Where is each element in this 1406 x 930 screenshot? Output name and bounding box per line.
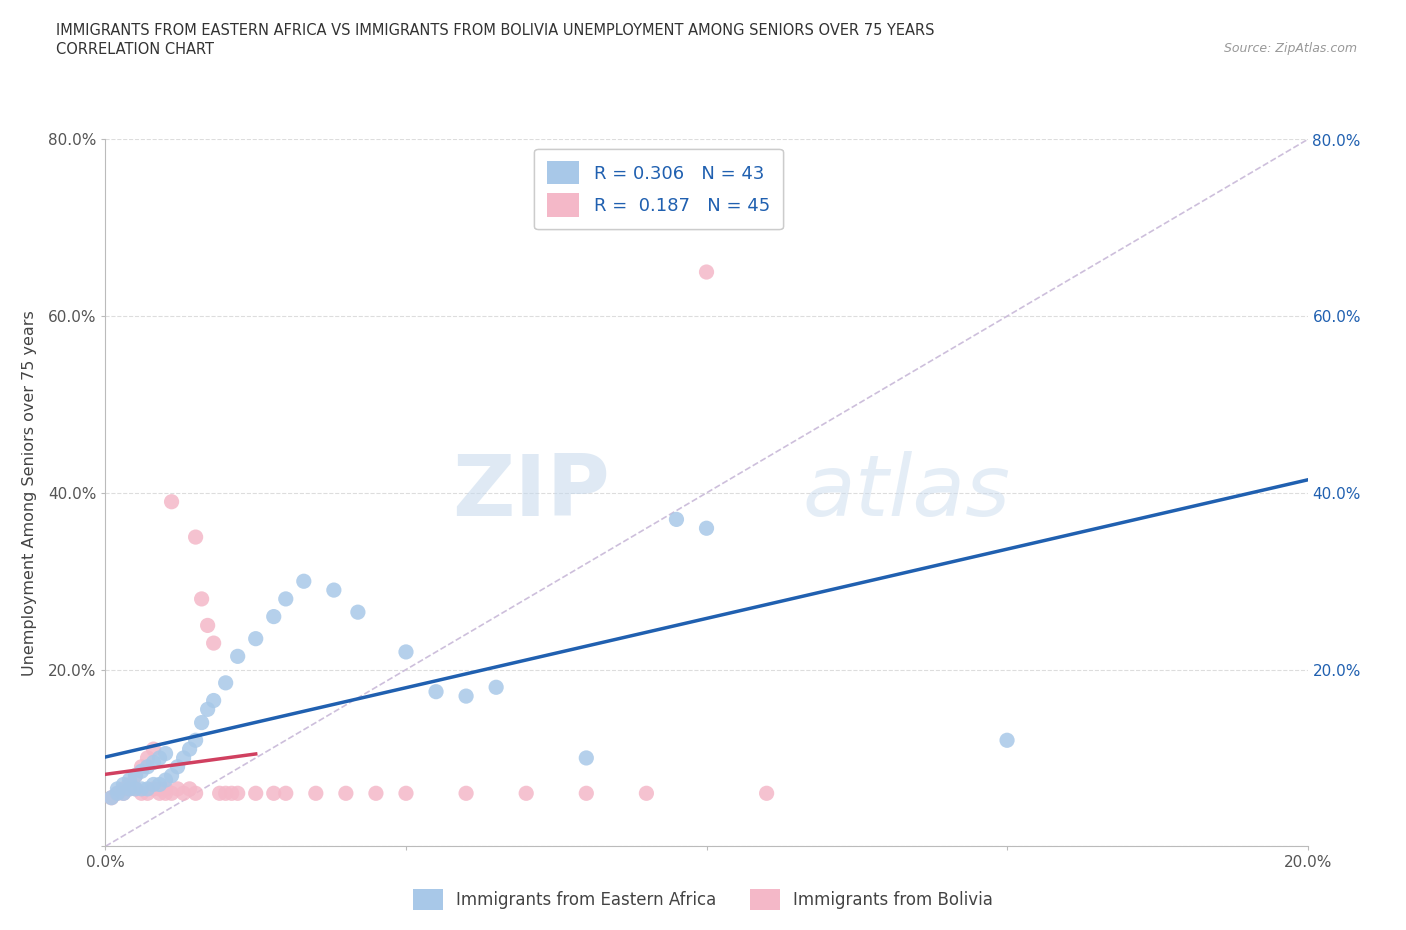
Point (347, 604, 370, 619)
Point (425, 684, 447, 699)
Point (112, 777, 135, 792)
Point (305, 786, 328, 801)
Point (454, 688, 477, 704)
Point (142, 781, 165, 796)
Point (131, 781, 153, 796)
Point (696, 521, 718, 536)
Point (214, 786, 236, 801)
Point (124, 781, 146, 796)
Point (322, 582, 344, 598)
Point (173, 786, 195, 801)
Point (131, 786, 153, 801)
Point (118, 777, 141, 792)
Point (131, 759, 153, 774)
Point (197, 702, 219, 717)
Point (148, 781, 170, 796)
Point (107, 781, 129, 796)
Point (184, 733, 207, 748)
Point (112, 781, 135, 796)
Point (136, 781, 159, 796)
Point (755, 786, 778, 801)
Text: atlas: atlas (803, 451, 1011, 535)
Text: CORRELATION CHART: CORRELATION CHART (56, 42, 214, 57)
Point (124, 781, 146, 796)
Point (335, 786, 357, 801)
Point (575, 751, 598, 765)
Point (226, 786, 249, 801)
Text: IMMIGRANTS FROM EASTERN AFRICA VS IMMIGRANTS FROM BOLIVIA UNEMPLOYMENT AMONG SEN: IMMIGRANTS FROM EASTERN AFRICA VS IMMIGR… (56, 23, 935, 38)
Point (155, 786, 177, 801)
Point (136, 759, 159, 774)
Point (107, 786, 129, 801)
Point (665, 512, 688, 527)
Point (136, 751, 159, 765)
Point (179, 781, 201, 796)
Point (118, 781, 141, 796)
Point (197, 618, 219, 633)
Point (124, 768, 146, 783)
Point (160, 786, 183, 801)
Point (395, 644, 418, 659)
Point (166, 781, 188, 796)
Text: ZIP: ZIP (453, 451, 610, 535)
Point (245, 631, 267, 646)
Point (155, 781, 177, 796)
Point (184, 786, 207, 801)
Point (142, 755, 165, 770)
Point (107, 786, 129, 801)
Point (100, 790, 122, 805)
Point (995, 733, 1018, 748)
Point (696, 265, 718, 280)
Point (118, 773, 141, 788)
Text: Source: ZipAtlas.com: Source: ZipAtlas.com (1223, 42, 1357, 55)
Point (245, 786, 267, 801)
Point (274, 591, 297, 606)
Point (395, 786, 418, 801)
Point (226, 649, 249, 664)
Point (179, 742, 201, 757)
Point (202, 636, 225, 651)
Point (214, 675, 236, 690)
Point (124, 768, 146, 783)
Point (148, 777, 170, 792)
Point (292, 574, 315, 589)
Point (118, 781, 141, 796)
Point (263, 786, 285, 801)
Point (263, 609, 285, 624)
Point (142, 742, 165, 757)
Point (190, 591, 212, 606)
Point (485, 680, 508, 695)
Point (173, 751, 195, 765)
Legend: R = 0.306   N = 43, R =  0.187   N = 45: R = 0.306 N = 43, R = 0.187 N = 45 (534, 149, 783, 229)
Point (112, 786, 135, 801)
Point (155, 746, 177, 761)
Point (160, 768, 183, 783)
Point (112, 786, 135, 801)
Point (148, 751, 170, 765)
Point (274, 786, 297, 801)
Point (190, 715, 212, 730)
Point (155, 773, 177, 788)
Point (208, 786, 231, 801)
Point (575, 786, 598, 801)
Point (454, 786, 477, 801)
Point (148, 786, 170, 801)
Point (636, 786, 658, 801)
Point (131, 764, 153, 778)
Point (166, 759, 188, 774)
Point (184, 530, 207, 545)
Point (364, 786, 387, 801)
Point (100, 790, 122, 805)
Point (221, 786, 243, 801)
Point (142, 777, 165, 792)
Point (160, 495, 183, 510)
Legend: Immigrants from Eastern Africa, Immigrants from Bolivia: Immigrants from Eastern Africa, Immigran… (406, 883, 1000, 917)
Point (515, 786, 537, 801)
Point (136, 786, 159, 801)
Y-axis label: Unemployment Among Seniors over 75 years: Unemployment Among Seniors over 75 years (22, 310, 37, 676)
Point (202, 693, 225, 708)
